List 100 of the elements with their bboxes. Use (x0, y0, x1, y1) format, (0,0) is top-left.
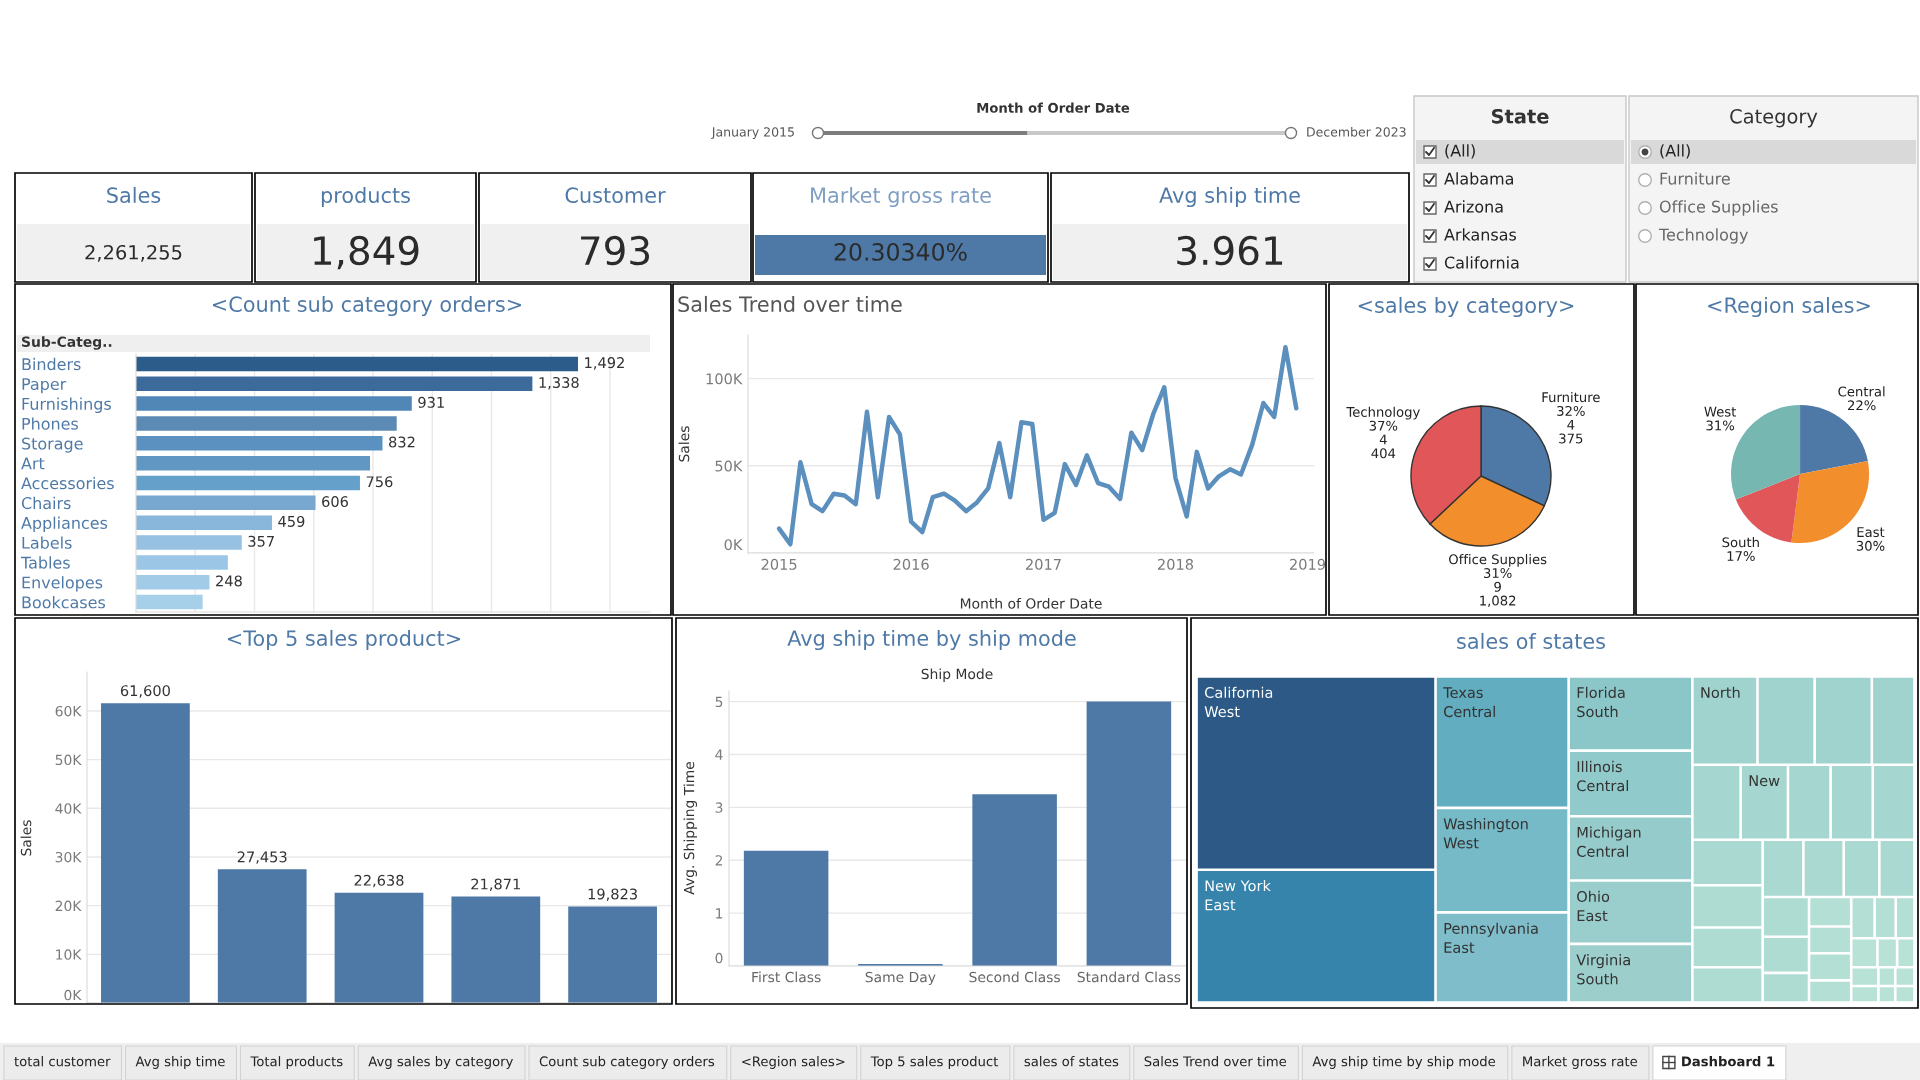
slice-label: East (1857, 527, 1885, 538)
y-tick-label: Chairs (21, 496, 71, 510)
y-tick-label: 0 (715, 952, 723, 964)
y-tick-label: 0K (64, 989, 82, 1001)
text: January 2015 (711, 127, 794, 140)
slice-label: Central (1838, 386, 1885, 397)
chart-title: <Region sales> (1708, 296, 1870, 318)
data-label: 1,338 (539, 376, 579, 390)
data-label: 32% 4 375 (1557, 405, 1585, 444)
category-label: Top 5 sales product (870, 1056, 999, 1069)
data-label: 37% 4 404 (1369, 420, 1398, 459)
text: 793 (581, 235, 649, 266)
data-label: 459 (278, 515, 305, 527)
y-tick-label: 60K (55, 705, 82, 717)
x-axis-title: Ship Mode (921, 668, 993, 682)
category-label: Arkansas (1444, 228, 1517, 241)
text: Avg ship time (1159, 186, 1300, 208)
x-tick-label: 2016 (893, 558, 929, 570)
y-tick-label: Tables (20, 556, 70, 569)
x-tick-label: First Class (752, 971, 821, 983)
y-axis-title: Sub-Categ.. (22, 336, 112, 350)
y-tick-label: 10K (56, 949, 82, 960)
y-tick-label: Binders (22, 357, 81, 371)
x-tick-label: Standard Class (1077, 971, 1181, 983)
slice-label: Technology (1346, 406, 1420, 420)
category-label: New (1749, 775, 1780, 787)
category-label: Florida South (1577, 686, 1625, 718)
category-label: Office Supplies (1659, 200, 1778, 216)
category-label: Dashboard 1 (1682, 1056, 1775, 1067)
chart-title: Sales Trend over time (678, 295, 902, 313)
data-label: 30% (1856, 540, 1885, 551)
category-label: Illinois Central (1577, 760, 1628, 792)
y-tick-label: 1 (716, 908, 723, 919)
slice-label: Office Supplies (1449, 554, 1547, 567)
text: products (321, 186, 410, 208)
category-label: Market gross rate (1523, 1056, 1638, 1069)
x-tick-label: Second Class (969, 971, 1060, 983)
chart-title: <Top 5 sales product> (228, 629, 460, 651)
text: Customer (565, 187, 666, 204)
category-label: Arizona (1444, 200, 1503, 213)
slice-label: West (1704, 406, 1737, 417)
chart-title: <sales by category> (1358, 296, 1574, 318)
y-tick-label: 0K (724, 539, 743, 551)
data-label: 31% (1706, 420, 1735, 431)
y-tick-label: Envelopes (22, 576, 103, 592)
text: 21,871 (471, 878, 520, 892)
y-tick-label: Labels (22, 536, 72, 549)
x-tick-label: 2018 (1158, 558, 1194, 570)
x-tick-label: 2015 (761, 558, 797, 570)
category-label: Total products (250, 1056, 343, 1069)
y-axis-title: Avg. Shipping Time (683, 761, 697, 895)
x-tick-label: 2019 (1290, 558, 1326, 570)
data-label: 832 (389, 436, 415, 448)
category-label: Technology (1658, 228, 1748, 244)
x-tick-label: 2017 (1025, 558, 1061, 570)
data-label: 17% (1727, 551, 1755, 562)
category-label: sales of states (1024, 1056, 1119, 1067)
category-label: Alabama (1444, 172, 1513, 185)
category-label: Pennsylvania East (1444, 922, 1538, 954)
text: sales of states (1457, 632, 1605, 650)
text: 27,453 (237, 851, 287, 864)
category-label: Avg ship time by ship mode (1312, 1056, 1496, 1069)
y-tick-label: 50K (55, 754, 82, 766)
category-label: Washington West (1443, 818, 1528, 849)
text: 1,849 (314, 235, 419, 270)
category-label: Avg ship time (135, 1056, 225, 1069)
category-label: Michigan Central (1577, 826, 1641, 857)
data-label: 931 (418, 396, 444, 408)
y-tick-label: 5 (715, 696, 723, 708)
category-label: Count sub category orders (539, 1056, 715, 1069)
category-label: (All) (1445, 144, 1475, 159)
category-label: New York East (1205, 879, 1271, 911)
category-label: Furniture (1660, 172, 1730, 185)
text: State (1491, 108, 1549, 124)
y-tick-label: 40K (55, 803, 82, 814)
data-label: 1,492 (585, 357, 624, 370)
text: 19,823 (588, 888, 637, 901)
y-tick-label: 100K (706, 373, 743, 385)
text: 2,261,255 (85, 244, 182, 262)
category-label: total customer (14, 1056, 111, 1067)
data-label: 606 (322, 496, 348, 508)
y-tick-label: Phones (22, 417, 79, 430)
y-tick-label: 4 (715, 749, 723, 760)
data-label: 248 (216, 575, 242, 587)
category-label: Ohio East (1577, 890, 1610, 922)
category-label: (All) (1660, 144, 1690, 159)
category-label: California West (1204, 686, 1273, 718)
slice-label: South (1722, 537, 1759, 548)
y-tick-label: 2 (715, 855, 723, 866)
text: December 2023 (1307, 126, 1406, 137)
category-label: California (1444, 256, 1519, 269)
text: Month of Order Date (977, 102, 1130, 113)
slice-label: Furniture (1542, 391, 1600, 403)
text: 3.961 (1177, 235, 1283, 266)
text: Category (1730, 108, 1818, 128)
data-label: 357 (248, 535, 274, 547)
text: 20.30340% (834, 242, 967, 261)
data-label: 756 (366, 476, 393, 488)
x-tick-label: Same Day (865, 971, 936, 985)
y-tick-label: Storage (22, 437, 83, 453)
